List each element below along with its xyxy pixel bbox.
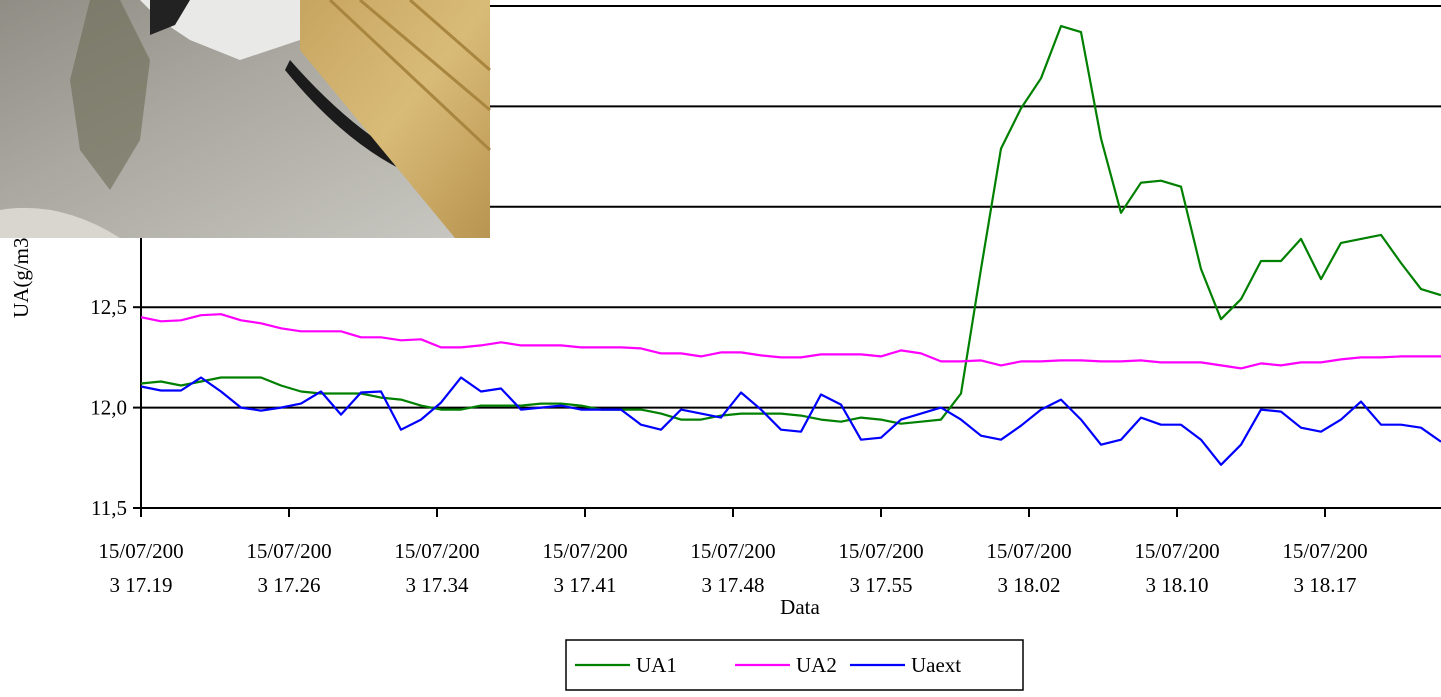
x-axis-title: Data — [780, 595, 820, 619]
series-line — [141, 314, 1441, 368]
legend-label: Uaext — [911, 653, 961, 677]
y-tick-label: 12,0 — [90, 396, 127, 420]
photo-overlay — [0, 0, 490, 238]
y-tick-label: 12,5 — [90, 295, 127, 319]
legend-label: UA1 — [636, 653, 677, 677]
series-line — [141, 378, 1441, 465]
y-axis-title: UA(g/m3) — [9, 231, 33, 319]
y-tick-label: 11,5 — [91, 496, 127, 520]
legend-label: UA2 — [796, 653, 837, 677]
chart: Data UA(g/m3) 11,512,012,513,013,514,015… — [0, 0, 1441, 697]
page: {"chart_data": {"type": "line", "y_label… — [0, 0, 1441, 697]
